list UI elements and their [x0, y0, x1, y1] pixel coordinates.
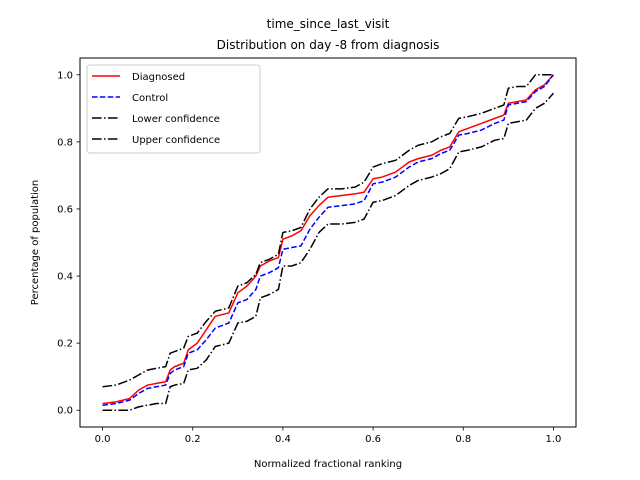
x-tick-label: 1.0	[546, 434, 562, 445]
legend: Diagnosed Control Lower confidence Upper co…	[86, 64, 261, 154]
legend-label-2: Control	[132, 93, 168, 104]
y-axis-label: Percentage of population	[30, 180, 41, 305]
legend-label-4: Upper confidence	[132, 135, 220, 146]
x-tick-label: 0.8	[455, 434, 471, 445]
series-line-1	[102, 74, 555, 405]
x-axis: 0.0 0.2 0.4 0.6 0.8 1.0	[95, 427, 562, 445]
series-group	[102, 74, 555, 411]
y-tick-label: 0.4	[57, 272, 73, 283]
y-axis: 0.0 0.2 0.4 0.6 0.8 1.0	[57, 70, 80, 417]
plot-frame	[79, 57, 577, 428]
chart-subtitle: Distribution on day -8 from diagnosis	[217, 38, 440, 52]
y-tick-label: 1.0	[57, 70, 73, 81]
x-tick-label: 0.0	[95, 434, 111, 445]
legend-box	[86, 64, 261, 154]
legend-label-3: Lower confidence	[132, 114, 220, 125]
y-tick-label: 0.8	[57, 137, 73, 148]
x-tick-label: 0.2	[185, 434, 201, 445]
x-axis-label: Normalized fractional ranking	[254, 459, 402, 470]
series-line-3	[102, 92, 555, 411]
legend-label-1: Diagnosed	[132, 72, 185, 83]
y-tick-label: 0.2	[57, 339, 73, 350]
y-tick-label: 0.6	[57, 204, 73, 215]
chart-title: time_since_last_visit	[267, 17, 390, 31]
series-line-4	[102, 74, 554, 388]
series-line-2	[102, 74, 555, 406]
y-tick-label: 0.0	[57, 406, 73, 417]
x-tick-label: 0.6	[365, 434, 381, 445]
x-tick-label: 0.4	[275, 434, 291, 445]
